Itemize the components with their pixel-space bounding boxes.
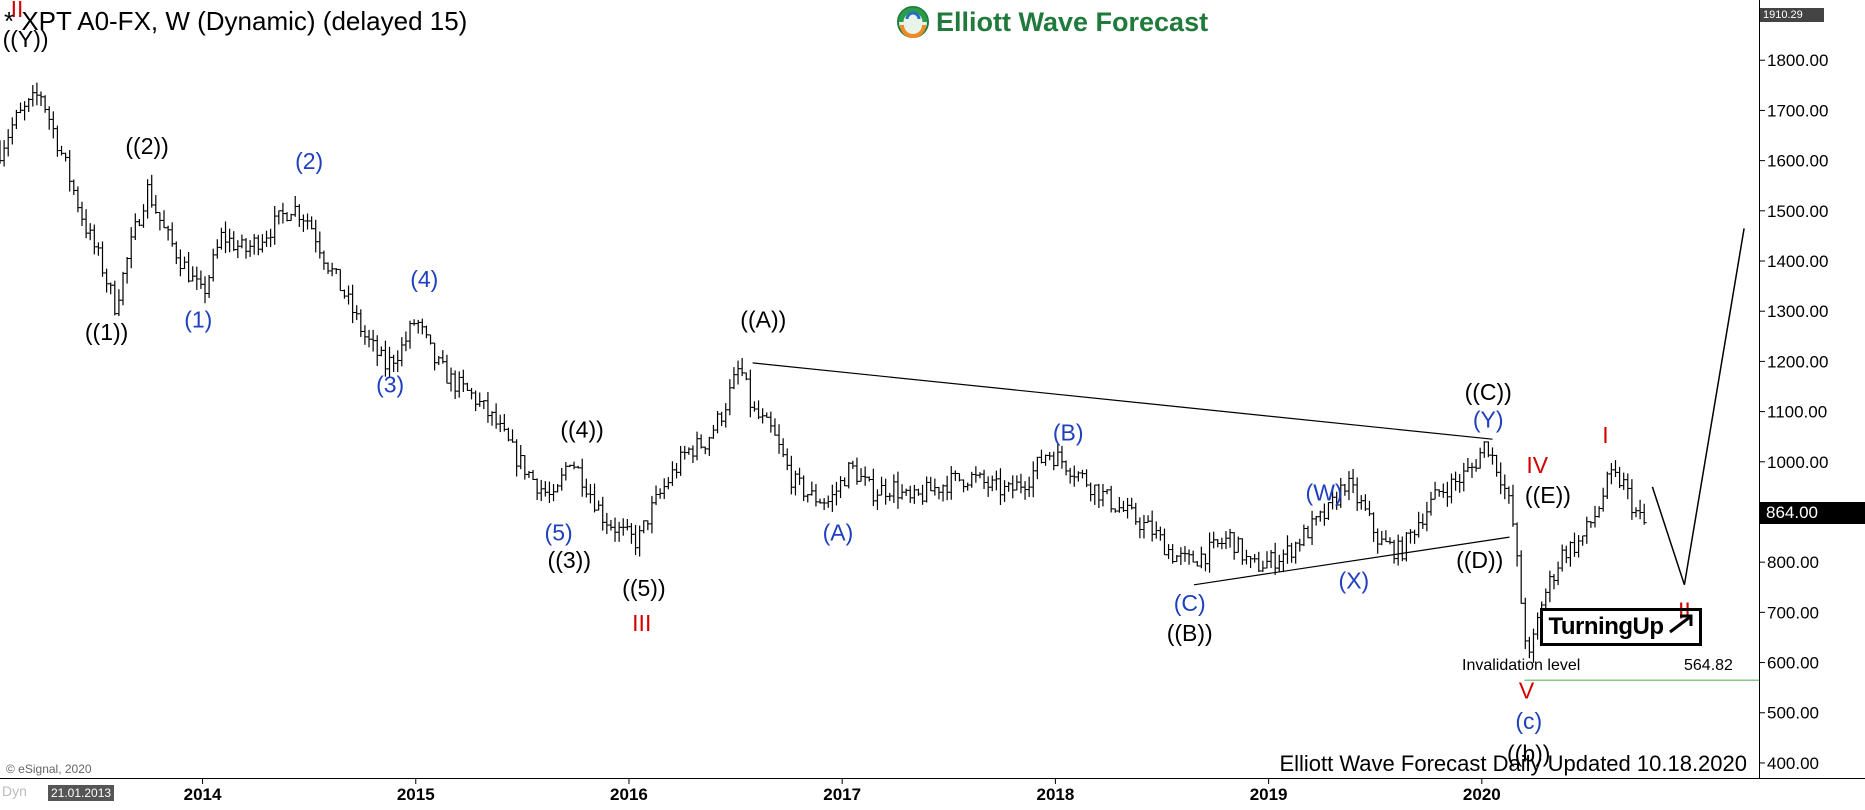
y-tick-label: 1400.00 (1767, 252, 1828, 271)
x-tick-label: 2017 (823, 785, 861, 804)
projection-lines (752, 228, 1759, 681)
wave-label: ((1)) (85, 319, 128, 345)
ohlc-bars (0, 82, 1647, 663)
dynamic-label: Dyn (2, 783, 27, 799)
x-tick-label: 2016 (610, 785, 648, 804)
wave-label: ((D)) (1456, 547, 1503, 573)
y-tick-label: 1000.00 (1767, 453, 1828, 472)
wave-label: (4) (410, 266, 438, 292)
wave-label: ((C)) (1465, 379, 1512, 405)
start-date-label: 21.01.2013 (48, 785, 115, 801)
chart-title: * XPT A0-FX, W (Dynamic) (delayed 15) (4, 6, 468, 36)
wave-label: IV (1526, 452, 1548, 478)
x-tick-label: 2014 (184, 785, 222, 804)
projection-line (1651, 228, 1745, 586)
wave-label: V (1519, 678, 1535, 704)
wave-label: (c) (1515, 708, 1542, 734)
wave-label: (B) (1053, 419, 1084, 445)
wave-label: ((A)) (740, 306, 786, 332)
invalidation-value: 564.82 (1684, 657, 1733, 674)
y-tick-label: 600.00 (1767, 654, 1819, 673)
brand-logo: Elliott Wave Forecast (896, 4, 1208, 40)
y-tick-label: 500.00 (1767, 704, 1819, 723)
wave-label: ((B)) (1167, 620, 1213, 646)
wave-label: (5) (545, 520, 573, 546)
trend-up-icon (1668, 613, 1694, 642)
chart-high-label: 1910.29 (1760, 8, 1824, 22)
y-tick-label: 1700.00 (1767, 101, 1828, 120)
wave-label: (Y) (1473, 407, 1504, 433)
turning-up-badge: TurningUp (1540, 608, 1702, 646)
y-tick-label: 1100.00 (1767, 403, 1827, 422)
wave-label: (W) (1306, 479, 1343, 505)
turning-up-label: TurningUp (1548, 613, 1664, 640)
wave-labels: II ((Y)) ((1)) ((2)) (1) (2) (3) (4) ((4)) (5)((3… (3, 0, 1691, 766)
trendline-line (752, 362, 1493, 440)
wave-label: ((Y)) (3, 26, 49, 52)
x-tick-label: 2018 (1036, 785, 1074, 804)
y-tick-label: 1500.00 (1767, 202, 1828, 221)
wave-label: II (11, 0, 24, 22)
wave-label: III (632, 610, 651, 636)
x-tick-label: 2020 (1463, 785, 1501, 804)
wave-label: ((b)) (1507, 740, 1550, 766)
wave-label: (1) (184, 306, 212, 332)
y-axis: 400.00500.00600.00700.00800.00900.001000… (1759, 51, 1828, 773)
wave-label: (C) (1174, 590, 1206, 616)
wave-label: (X) (1339, 567, 1370, 593)
y-tick-label: 1600.00 (1767, 152, 1828, 171)
y-tick-label: 800.00 (1767, 553, 1819, 572)
brand-name: Elliott Wave Forecast (936, 6, 1209, 37)
wave-label: I (1602, 422, 1608, 448)
y-tick-label: 400.00 (1767, 754, 1819, 773)
wave-label: (A) (823, 520, 854, 546)
update-note: Elliott Wave Forecast Daily Updated 10.1… (1279, 751, 1747, 776)
copyright-text: © eSignal, 2020 (6, 762, 92, 776)
wave-label: ((4)) (560, 417, 603, 443)
invalidation-label: Invalidation level (1462, 657, 1581, 674)
wave-label: (3) (376, 372, 404, 398)
x-tick-label: 2015 (397, 785, 435, 804)
x-tick-label: 2019 (1250, 785, 1288, 804)
current-price-label: 864.00 (1760, 502, 1865, 524)
y-tick-label: 1300.00 (1767, 302, 1828, 321)
y-tick-label: 700.00 (1767, 603, 1819, 622)
wave-label: (2) (295, 148, 323, 174)
wave-label: ((2)) (125, 133, 168, 159)
y-tick-label: 1200.00 (1767, 352, 1828, 371)
y-tick-label: 1800.00 (1767, 51, 1828, 70)
trendline-line (1193, 536, 1510, 586)
wave-label: ((3)) (548, 547, 591, 573)
x-axis: 2014 2015 2016 2017 2018 2019 2020 (184, 778, 1501, 804)
wave-label: ((5)) (622, 575, 665, 601)
wave-label: ((E)) (1525, 482, 1571, 508)
globe-icon (897, 6, 929, 38)
